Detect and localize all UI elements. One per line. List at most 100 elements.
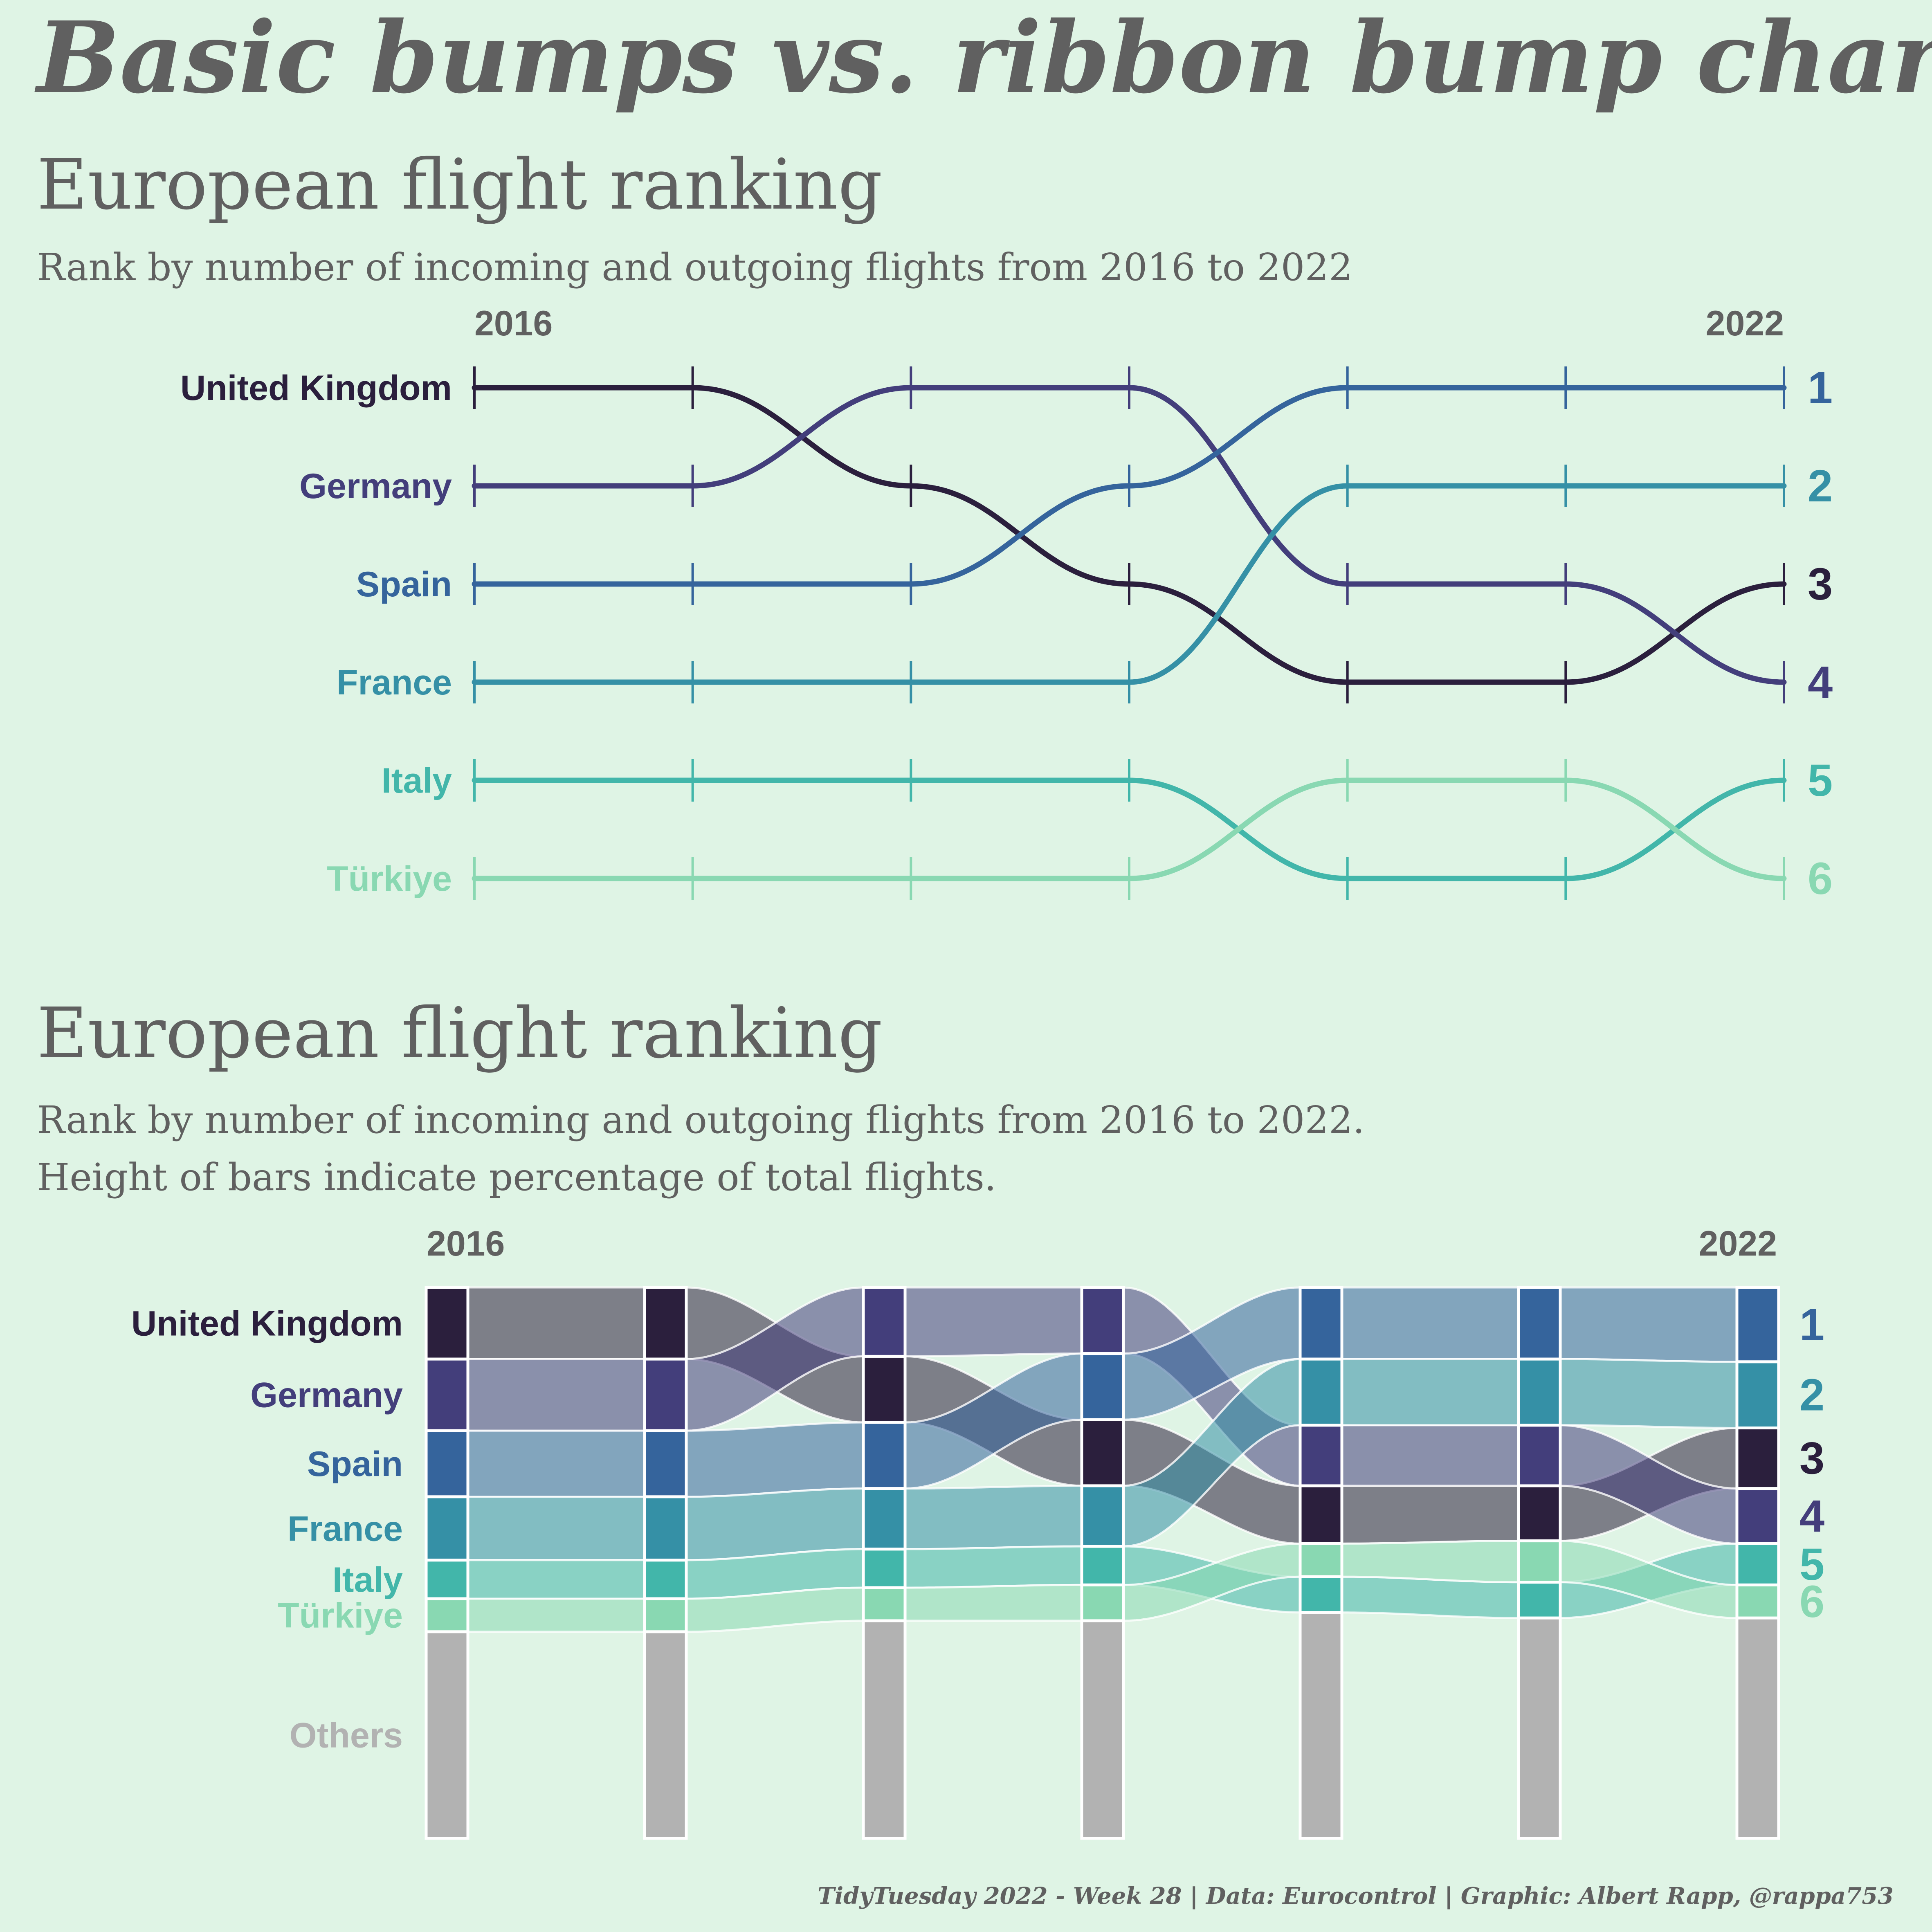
bump-label-france: France (337, 663, 452, 702)
bump-line-france (472, 483, 1787, 685)
ribbon-bar-others-2021 (1517, 1616, 1562, 1840)
ribbon-bar-united-kingdom-2018 (862, 1355, 907, 1424)
ribbon-bar-spain-2020 (1298, 1286, 1343, 1361)
bump-x-label-end: 2022 (1706, 304, 1784, 343)
ribbon-labels: United Kingdom Germany Spain France ItalyTür… (131, 1300, 1824, 1755)
bump-lines (472, 366, 1787, 900)
bump-label-spain: Spain (356, 565, 452, 604)
ribbon-bar-france-2022 (1735, 1360, 1780, 1429)
bump-chart-subtitle: Rank by number of incoming and outgoing … (37, 245, 1353, 289)
ribbon-bar-germany-2016 (425, 1357, 470, 1432)
ribbon-label-others: Others (290, 1716, 403, 1755)
bump-label-united-kingdom: United Kingdom (180, 368, 452, 408)
ribbon-bar-turkiye-2021 (1517, 1539, 1562, 1584)
ribbon-label-germany: Germany (250, 1376, 403, 1415)
ribbon-rank-label-3: 3 (1799, 1433, 1824, 1484)
ribbon-bar-italy-2017 (643, 1559, 688, 1600)
ribbon-bar-spain-2021 (1517, 1286, 1562, 1361)
ribbon-bar-united-kingdom-2022 (1735, 1426, 1780, 1490)
bump-x-label-start: 2016 (474, 304, 553, 343)
ribbon-bar-italy-2020 (1298, 1575, 1343, 1614)
bump-label-germany: Germany (299, 467, 452, 506)
ribbon-rank-label-5: 5 (1799, 1539, 1824, 1590)
ribbon-bar-united-kingdom-2016 (425, 1286, 470, 1361)
bump-chart-title: European flight ranking (37, 144, 883, 225)
bump-rank-label-4: 4 (1808, 657, 1833, 708)
ribbon-label-italy: Italy (332, 1560, 403, 1600)
ribbon-bar-germany-2021 (1517, 1424, 1562, 1487)
ribbon-bar-france-2017 (643, 1495, 688, 1562)
bump-series-germany (472, 366, 1787, 703)
ribbon-bar-france-2019 (1080, 1484, 1125, 1548)
ribbon-x-label-start: 2016 (427, 1224, 505, 1263)
ribbon-bar-germany-2017 (643, 1357, 688, 1432)
ribbon-rank-label-1: 1 (1799, 1300, 1824, 1350)
ribbon-label-united-kingdom: United Kingdom (131, 1304, 403, 1343)
ribbon-bar-italy-2021 (1517, 1581, 1562, 1620)
ribbon-bar-spain-2019 (1080, 1352, 1125, 1421)
bump-series-france (472, 465, 1787, 703)
bump-line-germany (472, 385, 1787, 685)
bump-labels: United Kingdom Germany Spain France Italy Tür… (180, 363, 1833, 904)
bump-rank-label-5: 5 (1808, 755, 1833, 806)
bump-series-turkiye (472, 759, 1787, 900)
ribbon-label-spain: Spain (307, 1445, 403, 1484)
bump-rank-label-2: 2 (1808, 461, 1833, 511)
ribbon-chart-title: European flight ranking (37, 993, 883, 1074)
ribbon-bar-united-kingdom-2021 (1517, 1484, 1562, 1543)
ribbon-bar-turkiye-2018 (862, 1586, 907, 1622)
ribbon-bar-spain-2022 (1735, 1286, 1780, 1364)
ribbon-label-france: France (288, 1509, 403, 1548)
ribbon-bar-italy-2018 (862, 1548, 907, 1589)
bump-rank-label-6: 6 (1808, 854, 1833, 904)
ribbon-rank-label-2: 2 (1799, 1370, 1824, 1420)
ribbon-bar-france-2018 (862, 1487, 907, 1551)
ribbon-bar-united-kingdom-2020 (1298, 1484, 1343, 1545)
ribbon-bar-united-kingdom-2017 (643, 1286, 688, 1361)
ribbon-bar-germany-2020 (1298, 1424, 1343, 1487)
ribbon-bar-germany-2018 (862, 1286, 907, 1358)
ribbon-bar-turkiye-2020 (1298, 1542, 1343, 1578)
ribbon-chart: European flight ranking Rank by number o… (37, 993, 1824, 1840)
figure-title: Basic bumps vs. ribbon bump charts (34, 0, 1932, 115)
bump-series-spain (472, 366, 1787, 605)
ribbon-bar-turkiye-2017 (643, 1597, 688, 1633)
ribbon-bar-italy-2019 (1080, 1545, 1125, 1586)
ribbon-x-label-end: 2022 (1699, 1224, 1777, 1263)
ribbon-bar-italy-2016 (425, 1559, 470, 1600)
ribbon-chart-subtitle-line-2: Height of bars indicate percentage of to… (37, 1155, 996, 1199)
ribbon-rank-label-6: 6 (1799, 1577, 1824, 1627)
ribbon-bar-others-2016 (425, 1630, 470, 1840)
ribbon-bar-france-2021 (1517, 1357, 1562, 1427)
ribbon-bar-spain-2016 (425, 1429, 470, 1498)
ribbon-bar-spain-2018 (862, 1421, 907, 1490)
ribbon-bars (425, 1286, 1780, 1840)
ribbon-bar-turkiye-2016 (425, 1597, 470, 1633)
bump-series-italy (472, 759, 1787, 900)
bump-label-italy: Italy (382, 761, 452, 800)
ribbon-bar-others-2020 (1298, 1611, 1343, 1840)
ribbon-bar-united-kingdom-2019 (1080, 1418, 1125, 1487)
ribbon-label-turkiye: Türkiye (278, 1596, 403, 1635)
bump-chart: European flight ranking Rank by number o… (37, 144, 1833, 904)
bump-rank-label-1: 1 (1808, 363, 1833, 413)
bump-rank-label-3: 3 (1808, 559, 1833, 609)
ribbon-rank-label-4: 4 (1799, 1491, 1824, 1541)
ribbon-bar-germany-2019 (1080, 1286, 1125, 1355)
bump-series-united-kingdom (472, 366, 1787, 703)
ribbon-bar-turkiye-2019 (1080, 1583, 1125, 1622)
ribbon-bar-others-2017 (643, 1630, 688, 1840)
ribbon-bar-france-2020 (1298, 1357, 1343, 1427)
ribbon-bar-others-2022 (1735, 1616, 1780, 1840)
ribbon-bar-france-2016 (425, 1495, 470, 1562)
figure-caption: TidyTuesday 2022 - Week 28 | Data: Euroc… (818, 1883, 1894, 1910)
bump-label-turkiye: Türkiye (327, 859, 452, 899)
ribbon-chart-subtitle-line-1: Rank by number of incoming and outgoing … (37, 1098, 1365, 1142)
ribbon-bar-germany-2022 (1735, 1487, 1780, 1545)
ribbon-bar-spain-2017 (643, 1429, 688, 1498)
ribbon-bar-others-2019 (1080, 1619, 1125, 1840)
ribbon-bar-others-2018 (862, 1619, 907, 1840)
ribbon-bar-italy-2022 (1735, 1542, 1780, 1586)
